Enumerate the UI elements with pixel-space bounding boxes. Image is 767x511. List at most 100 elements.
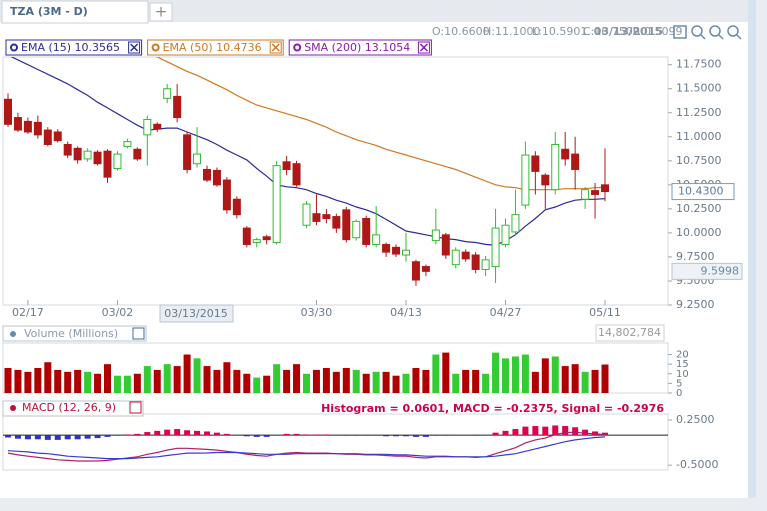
- chart-background: [0, 0, 748, 498]
- volume-bar: [482, 373, 490, 393]
- histogram-bar: [552, 425, 559, 436]
- legend-close-icon: [130, 43, 139, 52]
- histogram-bar: [24, 435, 31, 440]
- volume-bar: [113, 375, 121, 393]
- histogram-bar: [144, 432, 151, 436]
- histogram-bar: [592, 431, 599, 436]
- volume-bar: [173, 366, 181, 393]
- reset-zoom[interactable]: [673, 25, 687, 39]
- volume-bar: [551, 356, 559, 393]
- candle-body: [282, 161, 291, 170]
- candle-body: [203, 168, 211, 181]
- histogram-bar: [562, 426, 569, 436]
- candle-body: [382, 243, 391, 253]
- candle-body: [411, 261, 420, 281]
- histogram-bar: [313, 434, 320, 436]
- candle-body: [173, 95, 182, 119]
- volume-bar: [382, 371, 390, 393]
- histogram-bar: [104, 435, 111, 437]
- volume-bar: [44, 362, 52, 393]
- candle-body: [262, 236, 271, 241]
- volume-bar: [352, 369, 360, 393]
- candle-body: [511, 214, 520, 233]
- histogram-bar: [263, 435, 270, 437]
- candle-body: [431, 229, 440, 242]
- volume-bar: [34, 368, 42, 393]
- volume-bar: [163, 364, 171, 393]
- candle-body: [113, 153, 122, 170]
- candle-body: [461, 251, 470, 260]
- volume-readout-box: [595, 324, 665, 342]
- volume-bar: [273, 364, 281, 393]
- histogram-bar: [293, 433, 300, 436]
- indicator-line: [155, 57, 606, 191]
- legend-item: [5, 39, 143, 56]
- volume-bar: [541, 358, 549, 393]
- open-readout: O:10.6600: [432, 25, 490, 38]
- y-tick-label: 10.0000: [676, 226, 722, 239]
- histogram-bar: [502, 430, 509, 436]
- histogram-bar: [154, 430, 161, 436]
- last-price-label: 10.4300: [678, 185, 724, 198]
- candle-body: [252, 239, 261, 244]
- candle-body: [312, 213, 321, 222]
- volume-bar: [283, 369, 291, 393]
- volume-bar: [104, 364, 111, 393]
- y-tick-label: 10: [676, 369, 689, 380]
- volume-readout: 14,802,784: [598, 326, 661, 339]
- legend-label: EMA (15) 10.3565: [21, 41, 120, 54]
- histogram-bar: [164, 429, 171, 436]
- volume-bar: [74, 369, 82, 393]
- volume-bar: [472, 369, 480, 393]
- histogram-bar: [442, 435, 449, 436]
- candle-body: [13, 117, 22, 131]
- volume-bar: [422, 369, 430, 393]
- scrollbar: [748, 0, 756, 498]
- tab[interactable]: [1, 0, 149, 24]
- histogram-bar: [522, 426, 529, 436]
- add-tab-icon[interactable]: +: [155, 3, 168, 21]
- histogram-bar: [412, 435, 419, 437]
- candle-body: [153, 123, 162, 130]
- histogram-bar: [492, 432, 499, 436]
- volume-bar: [322, 368, 330, 393]
- zoom-in[interactable]: [691, 25, 703, 37]
- price-plot: [4, 57, 609, 286]
- candle-body: [531, 155, 540, 172]
- add-tab-button[interactable]: [149, 2, 173, 22]
- volume-bar: [452, 373, 460, 393]
- close-volume[interactable]: [132, 327, 145, 340]
- panel-icon: [10, 405, 16, 411]
- close-macd[interactable]: [129, 401, 142, 414]
- tab-title[interactable]: TZA (3M - D): [10, 5, 88, 18]
- candle-body: [123, 141, 132, 147]
- volume-bar: [143, 366, 151, 393]
- candle-body: [581, 189, 590, 200]
- histogram-bar: [174, 429, 181, 436]
- candle-body: [272, 165, 281, 244]
- histogram-bar: [114, 435, 121, 436]
- date-readout: 03/13/2015: [594, 25, 663, 38]
- candle-body: [43, 129, 52, 145]
- y-tick-label: 11.7500: [676, 58, 722, 71]
- high-readout: H:11.1000: [483, 25, 540, 38]
- histogram-bar: [64, 435, 71, 440]
- candle-body: [163, 88, 172, 99]
- volume-bar: [402, 373, 410, 393]
- histogram-bar: [54, 435, 61, 440]
- legend-icon: [151, 43, 160, 52]
- y-tick-label: 10.2500: [676, 202, 722, 215]
- y-tick-label: 5: [676, 378, 682, 389]
- candle-body: [392, 246, 401, 255]
- volume-bar: [64, 371, 72, 393]
- volume-bar: [492, 352, 500, 393]
- indicator-line: [7, 436, 606, 460]
- y-tick-label: 11.2500: [676, 106, 722, 119]
- candle-body: [471, 254, 480, 270]
- volume-bar: [432, 354, 440, 393]
- histogram-bar: [403, 435, 409, 437]
- candle-body: [332, 216, 341, 229]
- zoom-handle: [700, 34, 706, 40]
- zoom-out[interactable]: [709, 25, 721, 37]
- zoom-fit[interactable]: [727, 25, 739, 37]
